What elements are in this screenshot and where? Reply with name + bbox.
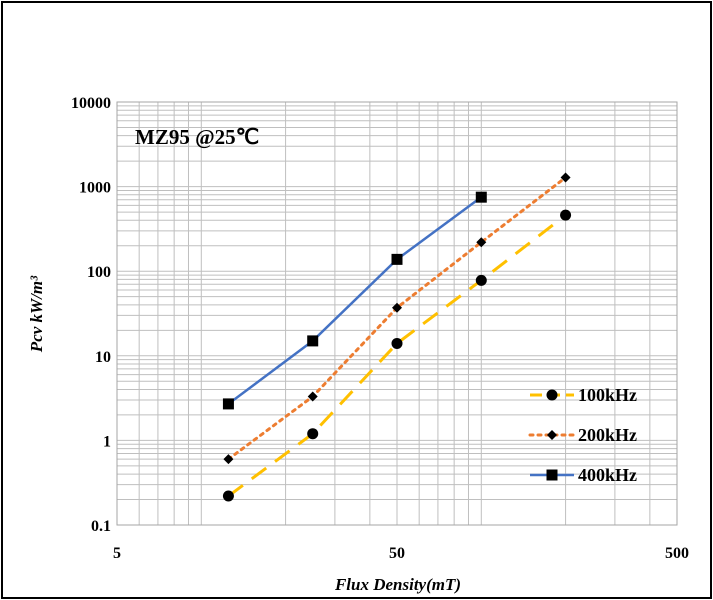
legend-marker [547, 430, 557, 440]
axes: 0.1 1 10 100 1000 10000 5 50 500 [71, 95, 689, 562]
series-layer [222, 172, 572, 502]
legend-label: 400kHz [578, 465, 637, 485]
data-point [560, 172, 571, 183]
data-point [307, 335, 319, 347]
plot-area-border [116, 101, 678, 526]
series-line [227, 213, 567, 498]
y-axis-title: Pcv kW/m³ [27, 275, 46, 353]
y-tick-label: 1000 [79, 180, 111, 197]
legend-item: 400kHz [530, 465, 637, 485]
x-tick-label: 500 [665, 545, 689, 562]
x-tick-label: 5 [113, 545, 121, 562]
grid [116, 101, 678, 526]
y-tick-label: 100 [87, 264, 111, 281]
y-tick-label: 10000 [71, 95, 111, 112]
legend-item: 200kHz [528, 425, 637, 445]
data-point [391, 253, 403, 265]
data-point [391, 337, 403, 349]
data-point [560, 209, 572, 221]
series-200kHz [223, 172, 571, 465]
y-tick-label: 1 [103, 433, 111, 450]
series-100kHz [222, 209, 572, 502]
y-tick-label: 10 [95, 349, 111, 366]
data-point [307, 391, 318, 402]
data-point [222, 490, 234, 502]
y-tick-label: 0.1 [91, 518, 111, 535]
data-point [475, 274, 487, 286]
chart-annotation: MZ95 @25℃ [135, 125, 259, 149]
legend-label: 200kHz [578, 425, 637, 445]
data-point [476, 237, 487, 248]
data-point [222, 398, 234, 410]
legend-marker [546, 389, 558, 401]
series-line [227, 196, 483, 405]
legend: 100kHz 200kHz 400kHz [528, 385, 637, 485]
data-point [307, 428, 319, 440]
legend-label: 100kHz [578, 385, 637, 405]
legend-item: 100kHz [530, 385, 637, 405]
legend-marker [546, 469, 558, 481]
x-axis-title: Flux Density(mT) [334, 575, 461, 594]
data-point [223, 454, 234, 465]
x-tick-label: 50 [389, 545, 405, 562]
series-400kHz [222, 191, 487, 410]
data-point [475, 191, 487, 203]
data-point [392, 302, 402, 313]
